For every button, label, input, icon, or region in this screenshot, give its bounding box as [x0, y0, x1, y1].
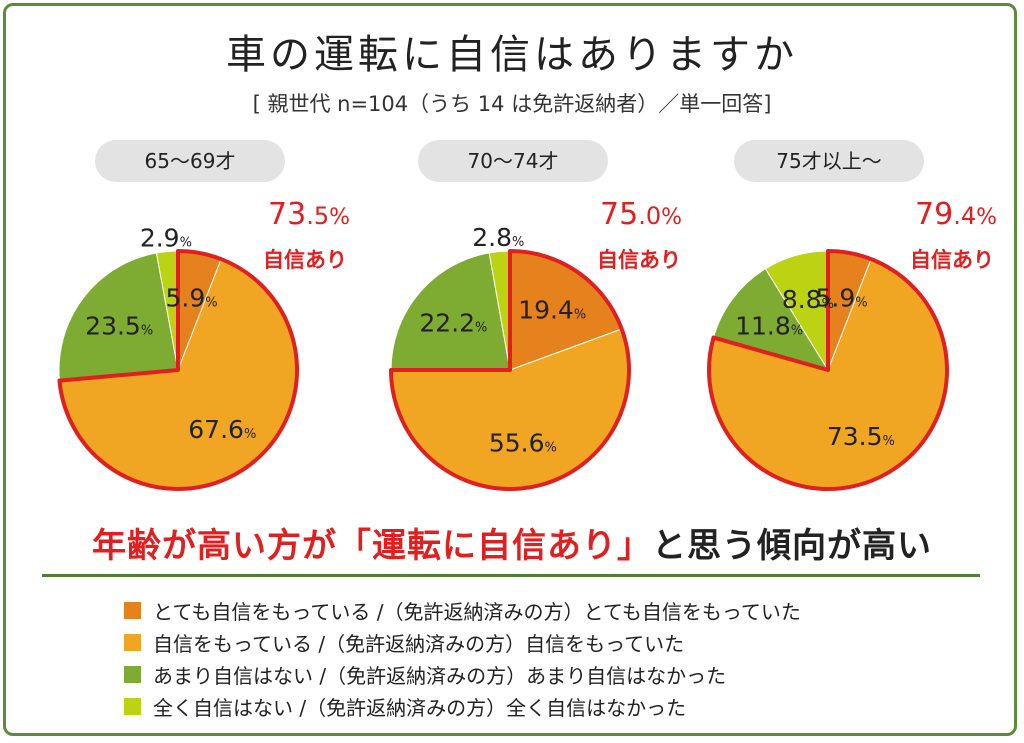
confident-total-75-plus: 79.4% [915, 197, 997, 232]
pie-slice-not-very [390, 252, 511, 371]
legend-item-very-confident: とても自信をもっている /（免許返納済みの方）とても自信をもっていた [124, 594, 801, 626]
pie-label-confident: 67.6% [188, 415, 256, 444]
headline: 年齢が高い方が「運転に自信あり」と思う傾向が高い [92, 526, 932, 566]
confident-outline [57, 249, 299, 491]
group-label-65-69: 65〜69才 [95, 140, 285, 182]
confident-total-65-69: 73.5% [268, 197, 350, 232]
legend-item-not-very: あまり自信はない /（免許返納済みの方）あまり自信はなかった [124, 658, 801, 690]
chart-subtitle: [ 親世代 n=104（うち 14 は免許返納者）／単一回答] [252, 92, 772, 116]
legend-swatch [124, 601, 141, 619]
chart-frame [3, 3, 1017, 736]
pie-slice-not-very [58, 252, 179, 382]
confident-outline [389, 249, 631, 491]
legend-label: とても自信をもっている /（免許返納済みの方）とても自信をもっていた [153, 599, 801, 624]
legend-label: あまり自信はない /（免許返納済みの方）あまり自信はなかった [153, 663, 727, 688]
pie-label-not-at-all: 2.9% [140, 223, 192, 252]
legend: とても自信をもっている /（免許返納済みの方）とても自信をもっていた 自信をもっ… [124, 594, 801, 722]
confident-label-70-74: 自信あり [597, 248, 681, 272]
legend-swatch [124, 665, 141, 683]
legend-item-not-at-all: 全く自信はない /（免許返納済みの方）全く自信はなかった [124, 690, 801, 722]
group-label-75-plus: 75才以上〜 [734, 140, 924, 182]
legend-swatch [124, 697, 141, 715]
pie-label-not-at-all: 2.8% [472, 223, 524, 252]
pie-label-very-confident: 5.9% [166, 284, 218, 313]
legend-swatch [124, 633, 141, 651]
chart-title: 車の運転に自信はありますか [226, 32, 798, 78]
confident-outline [707, 249, 949, 491]
confident-label-65-69: 自信あり [263, 248, 347, 272]
divider [42, 574, 980, 577]
confident-total-70-74: 75.0% [600, 197, 682, 232]
legend-label: 全く自信はない /（免許返納済みの方）全く自信はなかった [153, 695, 687, 720]
legend-label: 自信をもっている /（免許返納済みの方）自信をもっていた [153, 631, 685, 656]
legend-item-confident: 自信をもっている /（免許返納済みの方）自信をもっていた [124, 626, 801, 658]
group-label-70-74: 70〜74才 [418, 140, 608, 182]
confident-label-75-plus: 自信あり [910, 248, 994, 272]
